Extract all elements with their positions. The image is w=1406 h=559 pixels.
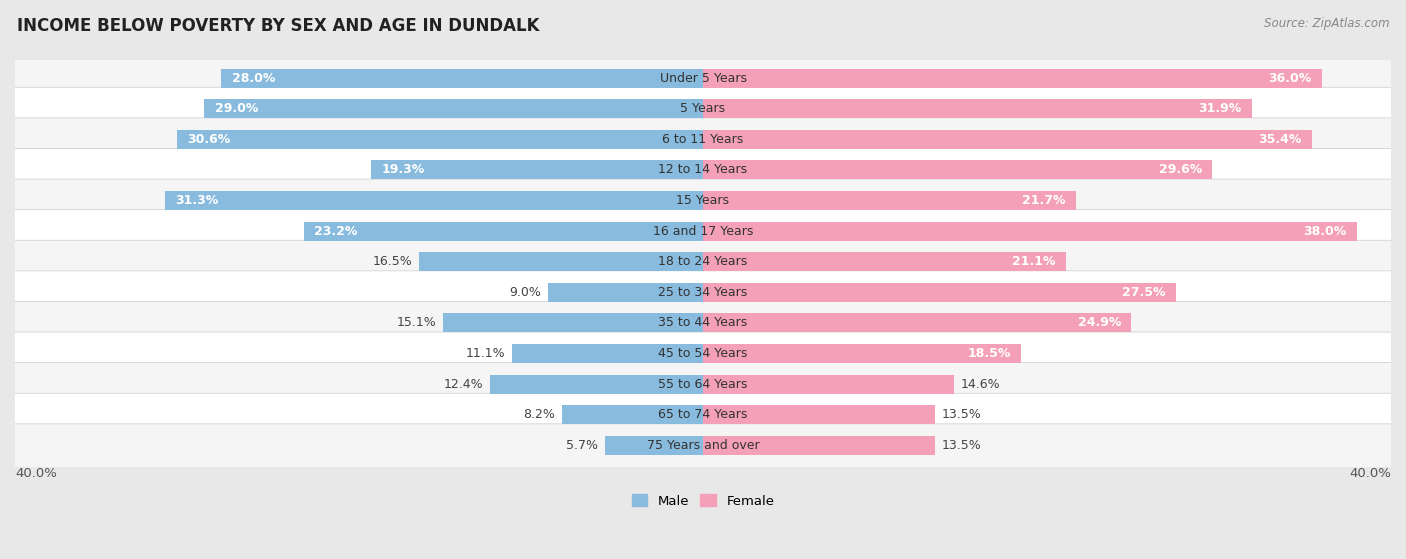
Text: 24.9%: 24.9% — [1077, 316, 1121, 329]
Bar — [204, 99, 703, 118]
Bar — [165, 191, 703, 210]
Text: 21.1%: 21.1% — [1012, 255, 1056, 268]
Bar — [548, 283, 703, 302]
Bar — [703, 344, 1021, 363]
FancyBboxPatch shape — [10, 56, 1396, 102]
Bar — [703, 191, 1076, 210]
Bar — [703, 436, 935, 455]
Text: 14.6%: 14.6% — [960, 377, 1001, 391]
FancyBboxPatch shape — [10, 210, 1396, 255]
Bar — [371, 160, 703, 179]
Text: 65 to 74 Years: 65 to 74 Years — [658, 408, 748, 421]
Bar — [512, 344, 703, 363]
FancyBboxPatch shape — [10, 393, 1396, 439]
Text: 13.5%: 13.5% — [942, 439, 981, 452]
Text: 13.5%: 13.5% — [942, 408, 981, 421]
Text: 19.3%: 19.3% — [381, 163, 425, 177]
FancyBboxPatch shape — [10, 363, 1396, 408]
Bar — [605, 436, 703, 455]
Text: 40.0%: 40.0% — [1350, 467, 1391, 480]
FancyBboxPatch shape — [10, 240, 1396, 286]
Bar — [703, 160, 1212, 179]
Text: 23.2%: 23.2% — [315, 225, 357, 238]
Text: 21.7%: 21.7% — [1022, 194, 1066, 207]
Text: 35 to 44 Years: 35 to 44 Years — [658, 316, 748, 329]
Text: 25 to 34 Years: 25 to 34 Years — [658, 286, 748, 299]
FancyBboxPatch shape — [10, 301, 1396, 347]
Text: 36.0%: 36.0% — [1268, 72, 1312, 84]
FancyBboxPatch shape — [10, 424, 1396, 469]
Text: 31.3%: 31.3% — [174, 194, 218, 207]
Bar — [703, 69, 1322, 88]
Bar — [419, 252, 703, 271]
Text: Source: ZipAtlas.com: Source: ZipAtlas.com — [1264, 17, 1389, 30]
Text: 55 to 64 Years: 55 to 64 Years — [658, 377, 748, 391]
Text: 16.5%: 16.5% — [373, 255, 412, 268]
Legend: Male, Female: Male, Female — [626, 489, 780, 513]
Text: 18.5%: 18.5% — [967, 347, 1011, 360]
Text: 11.1%: 11.1% — [465, 347, 505, 360]
FancyBboxPatch shape — [10, 149, 1396, 194]
Text: 9.0%: 9.0% — [509, 286, 541, 299]
Bar — [703, 405, 935, 424]
Bar — [304, 221, 703, 240]
Bar — [562, 405, 703, 424]
Text: 75 Years and over: 75 Years and over — [647, 439, 759, 452]
Text: 29.0%: 29.0% — [215, 102, 257, 115]
Bar — [703, 314, 1132, 333]
Text: 38.0%: 38.0% — [1303, 225, 1347, 238]
FancyBboxPatch shape — [10, 271, 1396, 316]
Text: 16 and 17 Years: 16 and 17 Years — [652, 225, 754, 238]
FancyBboxPatch shape — [10, 332, 1396, 377]
Text: 18 to 24 Years: 18 to 24 Years — [658, 255, 748, 268]
Bar — [703, 252, 1066, 271]
Text: 12 to 14 Years: 12 to 14 Years — [658, 163, 748, 177]
FancyBboxPatch shape — [10, 179, 1396, 224]
Text: 12.4%: 12.4% — [443, 377, 482, 391]
Bar — [703, 375, 955, 394]
Bar — [703, 221, 1357, 240]
FancyBboxPatch shape — [10, 118, 1396, 163]
Text: 40.0%: 40.0% — [15, 467, 56, 480]
Text: 8.2%: 8.2% — [523, 408, 555, 421]
Text: 28.0%: 28.0% — [232, 72, 276, 84]
Bar — [489, 375, 703, 394]
Bar — [703, 99, 1251, 118]
Text: 5 Years: 5 Years — [681, 102, 725, 115]
Text: 27.5%: 27.5% — [1122, 286, 1166, 299]
Text: 6 to 11 Years: 6 to 11 Years — [662, 133, 744, 146]
Text: 15 Years: 15 Years — [676, 194, 730, 207]
Text: 5.7%: 5.7% — [567, 439, 598, 452]
Text: 35.4%: 35.4% — [1258, 133, 1302, 146]
Text: 15.1%: 15.1% — [396, 316, 436, 329]
FancyBboxPatch shape — [10, 87, 1396, 132]
Text: Under 5 Years: Under 5 Years — [659, 72, 747, 84]
Bar — [703, 130, 1312, 149]
Text: 29.6%: 29.6% — [1159, 163, 1202, 177]
Text: INCOME BELOW POVERTY BY SEX AND AGE IN DUNDALK: INCOME BELOW POVERTY BY SEX AND AGE IN D… — [17, 17, 540, 35]
Bar — [177, 130, 703, 149]
Bar — [221, 69, 703, 88]
Text: 30.6%: 30.6% — [187, 133, 231, 146]
Text: 31.9%: 31.9% — [1198, 102, 1241, 115]
Bar — [443, 314, 703, 333]
Text: 45 to 54 Years: 45 to 54 Years — [658, 347, 748, 360]
Bar — [703, 283, 1175, 302]
